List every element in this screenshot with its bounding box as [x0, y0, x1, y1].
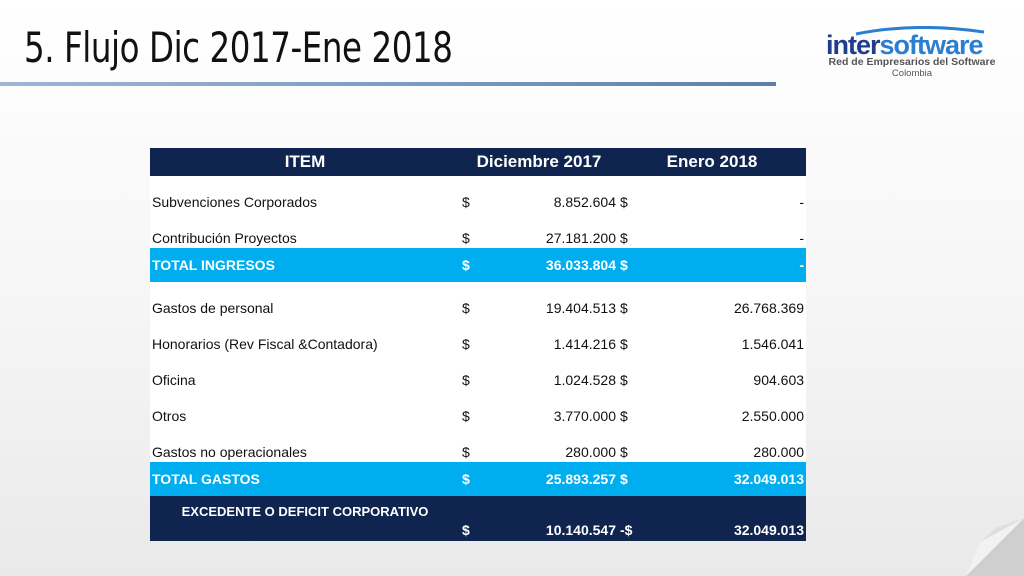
currency-symbol: $ [618, 462, 646, 496]
header-item: ITEM [150, 148, 460, 176]
currency-symbol: $ [620, 444, 628, 460]
currency-symbol: $ [462, 194, 470, 210]
row-label: Oficina [152, 372, 196, 388]
logo-tagline: Red de Empresarios del Software [828, 56, 996, 68]
table-row: Contribución Proyectos $ 27.181.200 $ - [150, 212, 806, 248]
page-curl-decoration [966, 518, 1024, 576]
table-row: Gastos no operacionales $ 280.000 $ 280.… [150, 426, 806, 462]
row-label: Honorarios (Rev Fiscal &Contadora) [152, 336, 378, 352]
value-dic-2017: 1.414.216 [553, 336, 616, 352]
table-row: Otros $ 3.770.000 $ 2.550.000 [150, 390, 806, 426]
value-ene-2018: 1.546.041 [741, 336, 805, 352]
value-ene-2018: 32.049.013 [646, 462, 807, 496]
value-dic-2017: 10.140.547 [480, 496, 618, 541]
value-dic-2017: 3.770.000 [553, 408, 616, 424]
currency-symbol: $ [462, 444, 470, 460]
row-label: TOTAL GASTOS [150, 462, 460, 496]
value-ene-2018: 904.603 [753, 372, 805, 388]
title-underline [0, 82, 776, 86]
value-dic-2017: 1.024.528 [553, 372, 616, 388]
value-dic-2017: 19.404.513 [545, 300, 616, 316]
table-row: Gastos de personal $ 19.404.513 $ 26.768… [150, 282, 806, 318]
currency-symbol: $ [462, 336, 470, 352]
currency-symbol: $ [462, 230, 470, 246]
value-ene-2018-negative: 32.049.013 [646, 496, 807, 541]
value-ene-2018: - [799, 230, 805, 246]
currency-symbol: $ [620, 194, 628, 210]
currency-symbol: $ [620, 300, 628, 316]
logo-country: Colombia [891, 68, 933, 79]
cash-flow-table: ITEM Diciembre 2017 Enero 2018 Subvencio… [150, 148, 807, 541]
currency-symbol: $ [460, 248, 480, 282]
currency-symbol: $ [460, 496, 480, 541]
value-dic-2017: 280.000 [565, 444, 616, 460]
row-label: EXCEDENTE O DEFICIT CORPORATIVO [150, 496, 460, 541]
row-label: Gastos no operacionales [152, 444, 307, 460]
total-ingresos-row: TOTAL INGRESOS $ 36.033.804 $ - [150, 248, 807, 282]
table-row: Honorarios (Rev Fiscal &Contadora) $ 1.4… [150, 318, 806, 354]
excedente-row: EXCEDENTE O DEFICIT CORPORATIVO $ 10.140… [150, 496, 807, 541]
value-dic-2017: 36.033.804 [480, 248, 618, 282]
value-dic-2017: 8.852.604 [553, 194, 616, 210]
logo-wordmark-software: software [879, 30, 984, 60]
table-header-row: ITEM Diciembre 2017 Enero 2018 [150, 148, 807, 176]
row-label: TOTAL INGRESOS [150, 248, 460, 282]
slide-title: 5. Flujo Dic 2017-Ene 2018 [24, 23, 453, 72]
value-ene-2018: - [646, 248, 807, 282]
header-dic-2017: Diciembre 2017 [460, 148, 618, 176]
logo-wordmark: intersoftware [826, 30, 984, 61]
intersoftware-logo: intersoftware Red de Empresarios del Sof… [826, 26, 998, 88]
value-ene-2018: - [799, 194, 805, 210]
currency-symbol: $ [618, 248, 646, 282]
currency-symbol: $ [620, 372, 628, 388]
value-ene-2018: 2.550.000 [741, 408, 805, 424]
currency-symbol: $ [620, 230, 628, 246]
currency-symbol: $ [460, 462, 480, 496]
total-gastos-row: TOTAL GASTOS $ 25.893.257 $ 32.049.013 [150, 462, 807, 496]
row-label: Subvenciones Corporados [152, 194, 317, 210]
negative-currency-symbol: -$ [618, 496, 646, 541]
currency-symbol: $ [462, 300, 470, 316]
value-ene-2018: 280.000 [753, 444, 805, 460]
currency-symbol: $ [620, 408, 628, 424]
value-dic-2017: 25.893.257 [480, 462, 618, 496]
row-label: Gastos de personal [152, 300, 274, 316]
logo-wordmark-inter: inter [826, 30, 881, 60]
logo-swoosh-icon [855, 26, 985, 36]
currency-symbol: $ [462, 408, 470, 424]
value-dic-2017: 27.181.200 [545, 230, 616, 246]
header-ene-2018: Enero 2018 [618, 148, 807, 176]
row-label: Contribución Proyectos [152, 230, 297, 246]
table-row: Oficina $ 1.024.528 $ 904.603 [150, 354, 806, 390]
table-row: Subvenciones Corporados $ 8.852.604 $ - [150, 176, 806, 212]
row-label: Otros [152, 408, 187, 424]
value-ene-2018: 26.768.369 [733, 300, 805, 316]
currency-symbol: $ [620, 336, 628, 352]
currency-symbol: $ [462, 372, 470, 388]
